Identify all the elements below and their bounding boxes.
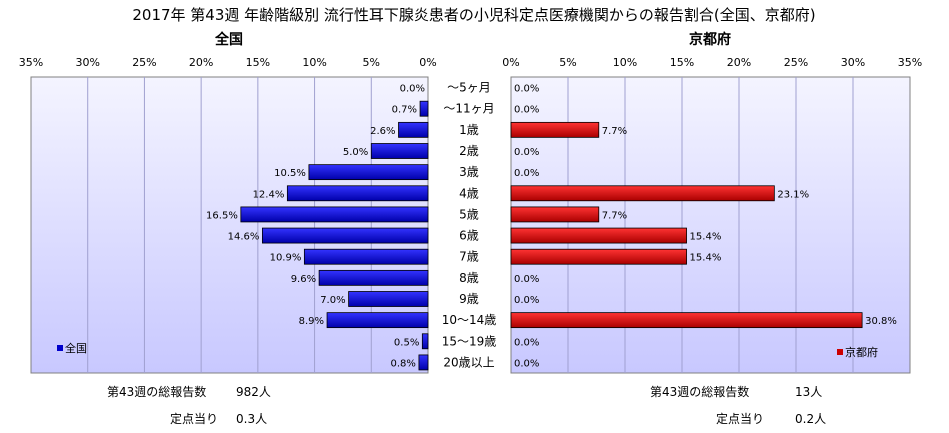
left-per-label: 定点当り (170, 411, 218, 426)
left-data-label: 0.0% (400, 84, 425, 95)
left-data-label: 16.5% (206, 210, 238, 221)
category-label: 15～19歳 (442, 334, 497, 348)
left-bar (398, 121, 429, 138)
right-data-label: 0.0% (514, 168, 539, 179)
left-chart-title: 全国 (214, 31, 243, 48)
right-tick-label: 10% (613, 56, 637, 69)
right-data-label: 0.0% (514, 84, 539, 95)
left-data-label: 10.9% (270, 253, 302, 264)
right-bar (510, 227, 687, 244)
chart-title: 2017年 第43週 年齢階級別 流行性耳下腺炎患者の小児科定点医療機関からの報… (132, 6, 815, 24)
legend-swatch-national (57, 345, 63, 351)
right-data-label: 0.0% (514, 274, 539, 285)
left-tick-label: 35% (19, 56, 43, 69)
left-bar (370, 143, 429, 159)
right-per-value: 0.2人 (795, 412, 826, 426)
right-data-label: 7.7% (602, 126, 627, 137)
left-plot-area (30, 76, 429, 374)
left-bar (286, 185, 429, 202)
category-label: 3歳 (459, 165, 479, 179)
right-tick-label: 5% (559, 56, 576, 69)
right-tick-label: 0% (502, 56, 519, 69)
left-data-label: 14.6% (228, 232, 260, 243)
legend-kyoto: 京都府 (845, 345, 878, 359)
left-total-value: 982人 (236, 385, 271, 399)
left-bar (326, 312, 429, 329)
right-tick-label: 25% (784, 56, 808, 69)
right-data-label: 23.1% (777, 189, 809, 200)
left-bar (348, 291, 429, 307)
left-data-label: 2.6% (370, 126, 395, 137)
left-tick-label: 30% (75, 56, 99, 69)
left-bar (303, 248, 429, 265)
right-bar (510, 206, 600, 223)
left-bar (240, 206, 429, 223)
category-label: 6歳 (459, 229, 479, 243)
left-bar (421, 333, 429, 350)
category-label: 10～14歳 (442, 313, 497, 327)
left-data-label: 8.9% (299, 316, 324, 327)
right-total-value: 13人 (795, 385, 822, 399)
right-data-label: 15.4% (690, 253, 722, 264)
left-data-label: 12.4% (253, 189, 285, 200)
right-tick-label: 35% (898, 56, 922, 69)
category-label: 9歳 (459, 292, 479, 306)
left-bar (418, 354, 429, 371)
left-data-label: 7.0% (320, 295, 345, 306)
left-tick-label: 20% (189, 56, 213, 69)
category-label: 20歳以上 (443, 355, 494, 369)
left-tick-label: 25% (132, 56, 156, 69)
right-bar (510, 312, 863, 329)
left-tick-label: 0% (419, 56, 436, 69)
left-per-value: 0.3人 (236, 412, 267, 426)
right-bar (510, 185, 775, 202)
right-data-label: 0.0% (514, 337, 539, 348)
left-data-label: 0.8% (391, 358, 416, 369)
left-data-label: 0.5% (394, 337, 419, 348)
right-chart-title: 京都府 (689, 31, 731, 48)
right-tick-label: 20% (727, 56, 751, 69)
right-data-label: 0.0% (514, 147, 539, 158)
right-per-label: 定点当り (716, 411, 764, 426)
right-bar (510, 121, 600, 138)
category-label: ～11ヶ月 (443, 102, 494, 116)
left-data-label: 0.7% (392, 105, 417, 116)
category-label: 4歳 (459, 186, 479, 200)
right-total-label: 第43週の総報告数 (650, 384, 749, 399)
right-data-label: 7.7% (602, 210, 627, 221)
left-tick-label: 5% (363, 56, 380, 69)
right-bar (510, 248, 687, 265)
right-tick-label: 15% (670, 56, 694, 69)
right-data-label: 0.0% (514, 295, 539, 306)
left-data-label: 5.0% (343, 147, 368, 158)
left-total-label: 第43週の総報告数 (107, 384, 206, 399)
legend-national: 全国 (65, 341, 87, 355)
left-tick-label: 10% (302, 56, 326, 69)
left-data-label: 9.6% (291, 274, 316, 285)
category-label: ～5ヶ月 (447, 81, 491, 95)
right-data-label: 0.0% (514, 358, 539, 369)
left-bar (419, 100, 429, 117)
legend-swatch-kyoto (837, 349, 843, 355)
category-label: 8歳 (459, 271, 479, 285)
category-label: 5歳 (459, 207, 479, 221)
category-label: 7歳 (459, 250, 479, 264)
right-tick-label: 30% (841, 56, 865, 69)
left-data-label: 10.5% (274, 168, 306, 179)
left-bar (308, 164, 429, 181)
right-data-label: 0.0% (514, 105, 539, 116)
category-label: 2歳 (459, 144, 479, 158)
left-bar (318, 269, 429, 286)
right-data-label: 30.8% (865, 316, 897, 327)
left-bar (261, 227, 429, 244)
right-data-label: 15.4% (690, 232, 722, 243)
category-label: 1歳 (459, 123, 479, 137)
right-plot-area (510, 76, 911, 374)
left-tick-label: 15% (246, 56, 270, 69)
